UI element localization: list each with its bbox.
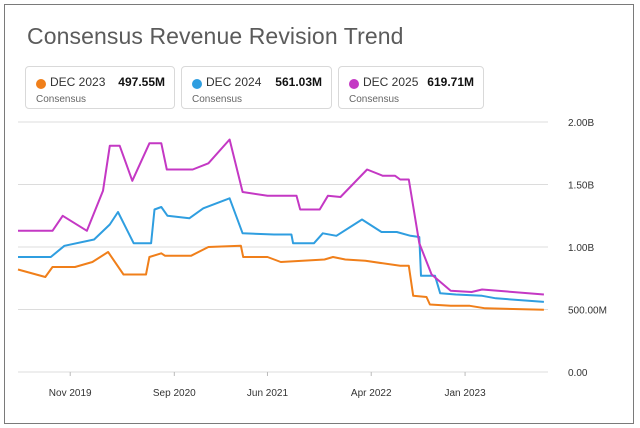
chart-frame: Consensus Revenue Revision Trend DEC 202… [4,4,634,424]
legend-card-dec-2024[interactable]: DEC 2024 561.03M Consensus [181,66,332,109]
legend-label-dec-2024: DEC 2024 [206,75,262,89]
legend-label-dec-2025: DEC 2025 [363,75,419,89]
y-tick-label: 1.50B [568,181,594,192]
series-line-dec-2023 [17,244,544,311]
y-tick-label: 1.00B [568,243,594,254]
x-tick-label: Sep 2020 [153,388,196,399]
y-tick-label: 0.00 [568,368,588,379]
legend-value-dec-2023: 497.55M [118,75,165,89]
x-tick-label: Jun 2021 [247,388,289,399]
y-tick-label: 2.00B [568,118,594,129]
legend-sub-dec-2025: Consensus [349,94,400,105]
legend-card-dec-2025[interactable]: DEC 2025 619.71M Consensus [338,66,484,109]
legend-card-dec-2023[interactable]: DEC 2023 497.55M Consensus [25,66,175,109]
legend-value-dec-2025: 619.71M [427,75,474,89]
series-line-dec-2025 [18,138,544,296]
chart-title: Consensus Revenue Revision Trend [27,23,404,49]
legend-label-dec-2023: DEC 2023 [50,75,106,89]
legend-value-dec-2024: 561.03M [275,75,322,89]
x-tick-label: Jan 2023 [444,388,486,399]
x-tick-label: Nov 2019 [49,388,92,399]
x-tick-label: Apr 2022 [351,388,392,399]
legend-dot-dec-2023 [36,79,46,89]
legend-sub-dec-2024: Consensus [192,94,243,105]
legend-dot-dec-2024 [192,79,202,89]
series-line-dec-2024 [18,197,544,303]
legend-dot-dec-2025 [349,79,359,89]
legend-sub-dec-2023: Consensus [36,94,87,105]
y-tick-label: 500.00M [568,306,607,317]
